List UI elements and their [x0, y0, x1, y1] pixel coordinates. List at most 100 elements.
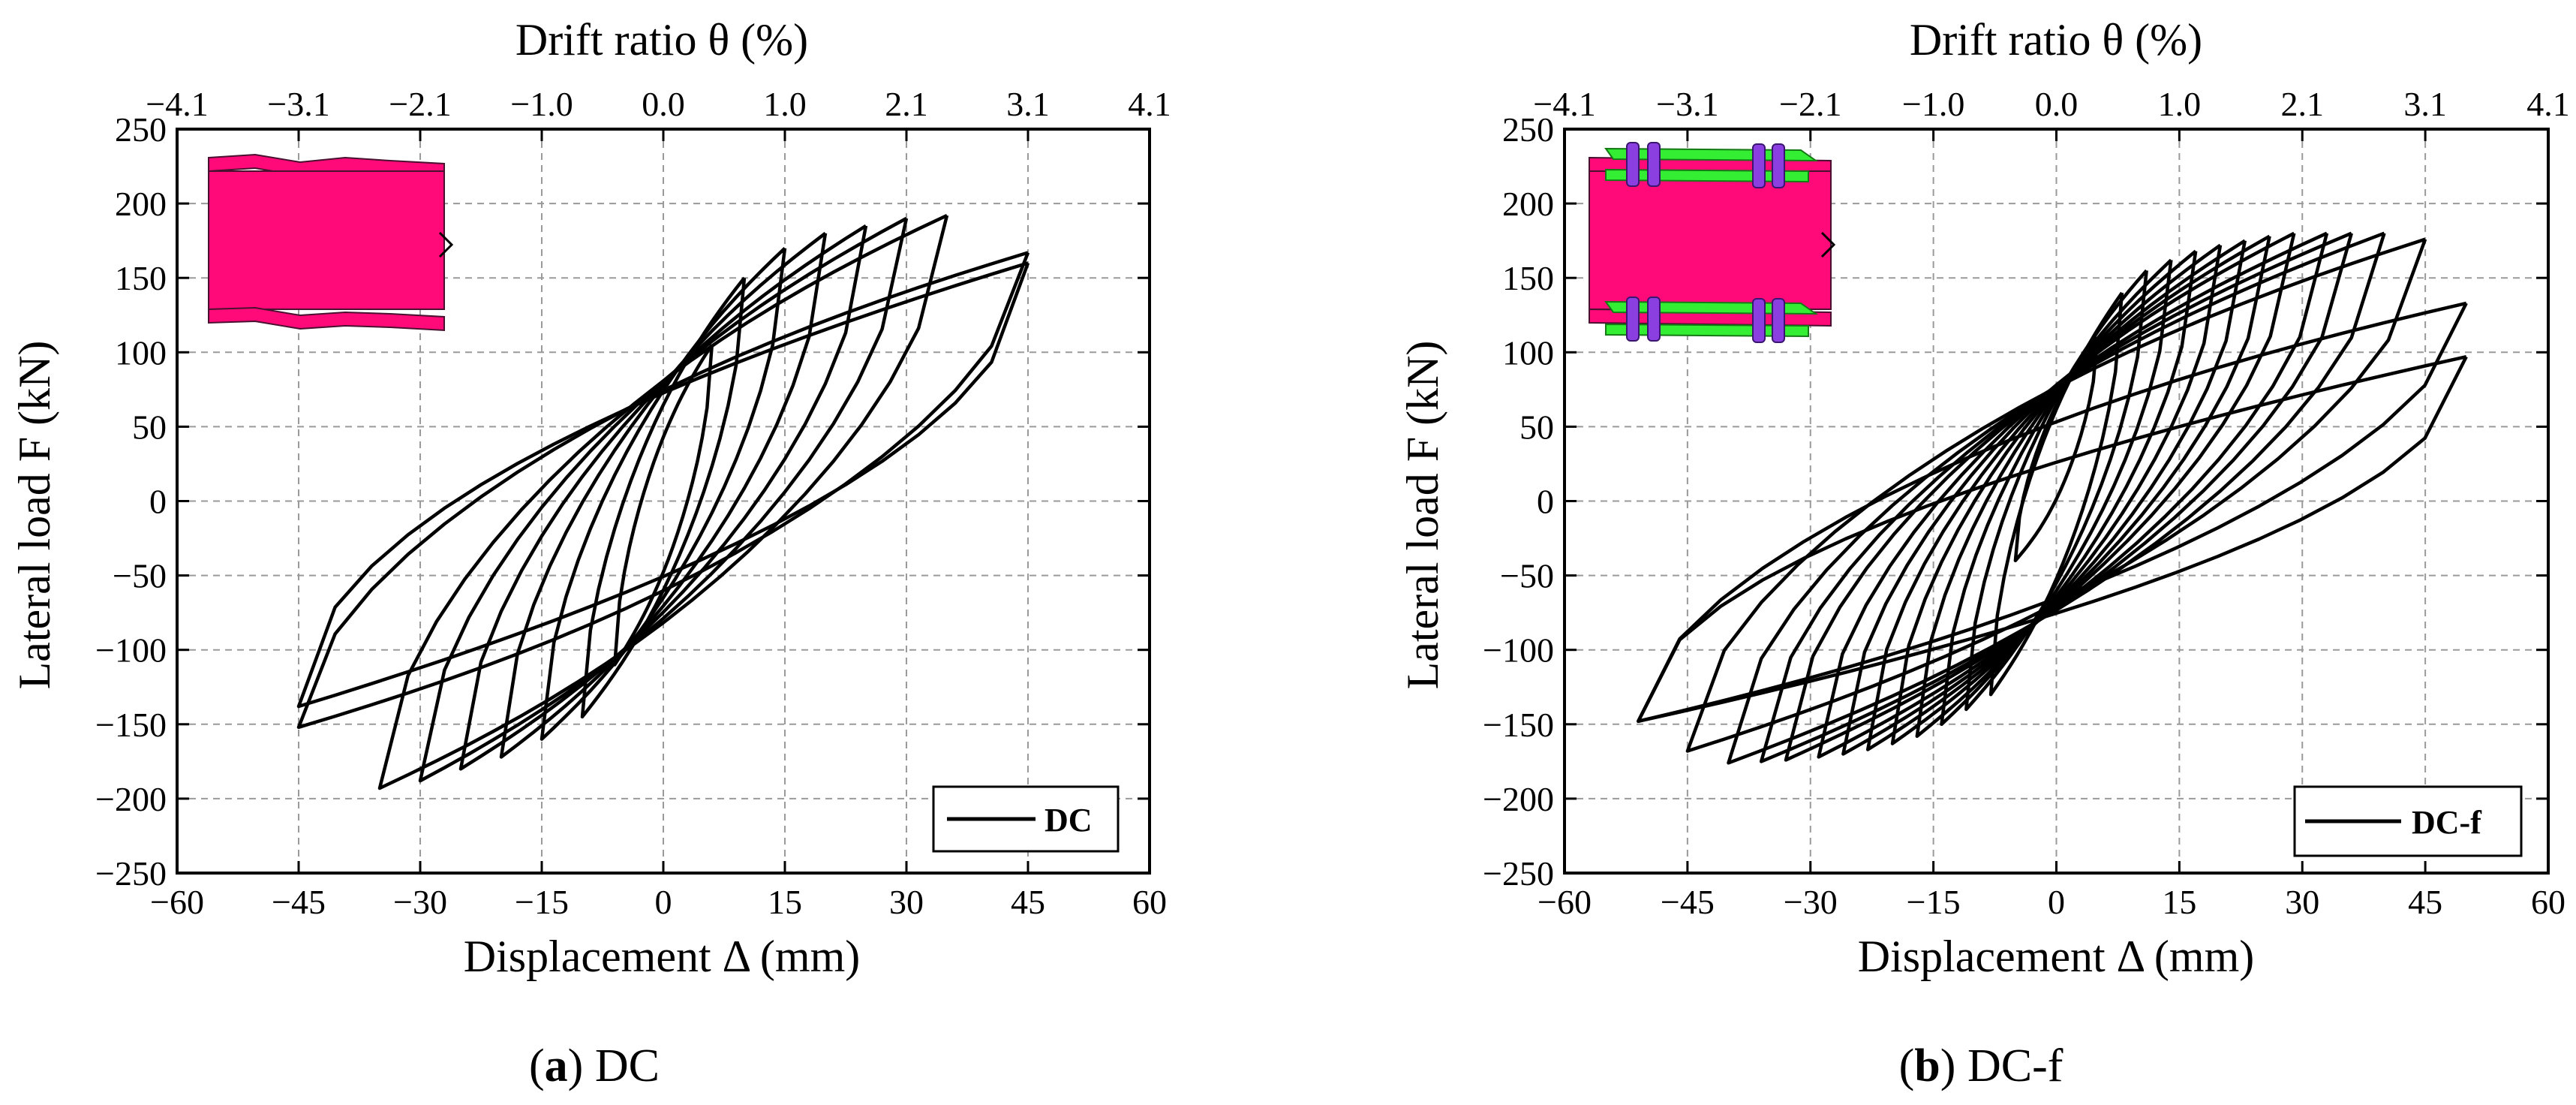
- hysteresis-loop: [1865, 239, 2247, 751]
- hysteresis-loop: [377, 213, 949, 790]
- axis-ticks: −60 −45 −30 −15 0 15 30 45 60−4.1 −3.1 −2.1 −1.0 0.0…: [95, 85, 1171, 921]
- top-tick-label: 3.1: [2403, 85, 2447, 123]
- specimen-inset-dc: [208, 153, 454, 332]
- hysteresis-loop: [458, 224, 868, 771]
- hysteresis-loop: [1784, 231, 2329, 762]
- panel-name: DC: [595, 1040, 660, 1091]
- hysteresis-loop: [1685, 237, 2427, 753]
- panel-caption: (b) DC-f: [1899, 1040, 2064, 1091]
- axis-ticks: −60 −45 −30 −15 0 15 30 45 60−4.1 −3.1 −2.1 −1.0 0.0…: [1483, 85, 2570, 921]
- top-tick-label: −4.1: [1533, 85, 1595, 123]
- x-tick-label: 15: [2162, 883, 2196, 921]
- top-tick-label: 2.1: [2281, 85, 2325, 123]
- legend-label: DC-f: [2412, 804, 2482, 841]
- top-tick-label: 4.1: [2526, 85, 2570, 123]
- x-axis-title: Displacement Δ (mm): [1858, 932, 2254, 981]
- x-tick-label: −15: [1907, 883, 1961, 921]
- specimen-inset-dc-f: [1589, 142, 1836, 343]
- y-tick-label: 150: [115, 259, 167, 297]
- hysteresis-loop: [499, 231, 828, 759]
- y-tick-label: 0: [1537, 483, 1554, 521]
- y-tick-label: 50: [1519, 408, 1554, 446]
- panel-name: DC-f: [1967, 1040, 2064, 1091]
- y-tick-label: 200: [115, 185, 167, 223]
- y-tick-label: −100: [95, 631, 167, 670]
- y-tick-label: 50: [132, 408, 167, 446]
- hysteresis-loop: [1940, 258, 2173, 727]
- bolt-icons: [1626, 142, 1785, 343]
- top-tick-label: −1.0: [510, 85, 573, 123]
- top-tick-label: 2.1: [885, 85, 928, 123]
- panel-a: −60 −45 −30 −15 0 15 30 45 60−4.1 −3.1 −2.1 −1.0 0.0…: [10, 15, 1171, 1091]
- top-tick-label: −3.1: [1656, 85, 1718, 123]
- legend-label: DC: [1045, 802, 1093, 839]
- x-tick-label: −60: [1537, 883, 1592, 921]
- x-tick-label: −45: [272, 883, 326, 921]
- top-axis-title: Drift ratio θ (%): [516, 15, 808, 65]
- hysteresis-loop: [1915, 249, 2198, 738]
- hysteresis-curves: [1637, 231, 2468, 765]
- panel-letter: a: [545, 1040, 568, 1091]
- top-tick-label: 1.0: [2158, 85, 2202, 123]
- y-tick-label: 100: [115, 333, 167, 372]
- hysteresis-loop: [1890, 243, 2223, 745]
- y-tick-label: −150: [1483, 706, 1554, 744]
- y-tick-label: −50: [113, 557, 167, 595]
- y-tick-label: −50: [1500, 557, 1554, 595]
- x-tick-label: 0: [2048, 883, 2065, 921]
- y-tick-label: −250: [95, 854, 167, 893]
- y-tick-label: −200: [1483, 780, 1554, 818]
- top-tick-label: −4.1: [146, 85, 208, 123]
- y-tick-label: −250: [1483, 854, 1554, 893]
- hysteresis-loop: [1727, 231, 2386, 765]
- hysteresis-loop: [1964, 269, 2148, 712]
- y-tick-label: 250: [115, 110, 167, 149]
- panel-letter: b: [1914, 1040, 1940, 1091]
- x-tick-label: 15: [768, 883, 802, 921]
- x-tick-label: 30: [889, 883, 924, 921]
- top-tick-label: −2.1: [389, 85, 451, 123]
- x-tick-label: −30: [393, 883, 447, 921]
- y-tick-label: 200: [1502, 185, 1554, 223]
- x-tick-label: 60: [1132, 883, 1167, 921]
- y-tick-label: 0: [149, 483, 167, 521]
- hysteresis-loop: [1841, 234, 2271, 756]
- x-tick-label: 0: [655, 883, 672, 921]
- y-tick-label: −150: [95, 706, 167, 744]
- hysteresis-loop: [296, 251, 1030, 730]
- x-tick-label: 45: [1011, 883, 1045, 921]
- legend-dc: DC: [932, 785, 1120, 853]
- panel-caption: (a) DC: [529, 1040, 660, 1091]
- x-tick-label: 45: [2408, 883, 2442, 921]
- y-axis-title: Lateral load F (kN): [10, 341, 59, 690]
- hysteresis-loop: [1817, 231, 2296, 759]
- x-tick-label: −15: [515, 883, 569, 921]
- y-tick-label: −200: [95, 780, 167, 818]
- top-tick-label: 0.0: [642, 85, 685, 123]
- legend-dc-f: DC-f: [2293, 785, 2523, 857]
- top-axis-title: Drift ratio θ (%): [1910, 15, 2202, 65]
- top-tick-label: 0.0: [2035, 85, 2079, 123]
- hysteresis-curves: [296, 213, 1030, 790]
- x-tick-label: −60: [150, 883, 204, 921]
- top-tick-label: 3.1: [1006, 85, 1050, 123]
- top-tick-label: −2.1: [1779, 85, 1841, 123]
- x-tick-label: 60: [2531, 883, 2565, 921]
- top-tick-label: −3.1: [267, 85, 329, 123]
- hysteresis-loop: [296, 261, 1030, 709]
- hysteresis-loop: [540, 246, 787, 741]
- x-tick-label: 30: [2285, 883, 2319, 921]
- x-tick-label: −30: [1784, 883, 1838, 921]
- y-tick-label: 100: [1502, 333, 1554, 372]
- hysteresis-loop: [1759, 231, 2353, 763]
- y-tick-label: −100: [1483, 631, 1554, 670]
- top-tick-label: 4.1: [1128, 85, 1171, 123]
- top-tick-label: −1.0: [1902, 85, 1964, 123]
- hysteresis-loop: [1637, 355, 2468, 724]
- top-tick-label: 1.0: [763, 85, 807, 123]
- x-tick-label: −45: [1661, 883, 1715, 921]
- x-axis-title: Displacement Δ (mm): [464, 932, 860, 981]
- panel-b: −60 −45 −30 −15 0 15 30 45 60−4.1 −3.1 −2.1 −1.0 0.0…: [1398, 15, 2570, 1091]
- y-tick-label: 250: [1502, 110, 1554, 149]
